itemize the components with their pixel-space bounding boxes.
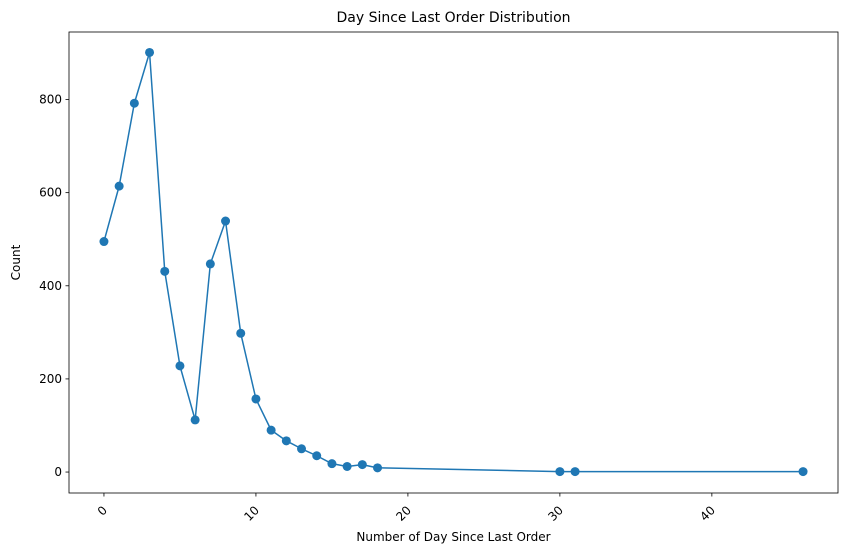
y-tick-label: 400 [39,279,62,293]
data-point [190,415,200,425]
data-point [570,467,580,477]
data-point [129,98,139,108]
data-point [312,451,322,461]
data-point [555,467,565,477]
axes-frame [68,31,839,494]
y-tick-label: 600 [39,186,62,200]
data-point [373,463,383,473]
data-point [221,216,231,226]
x-axis-label: Number of Day Since Last Order [356,530,550,544]
data-point [327,459,337,469]
data-point [342,461,352,471]
data-point [236,328,246,338]
series-layer [99,47,808,477]
data-point [798,467,808,477]
data-point [145,47,155,57]
series-line [103,51,804,473]
y-axis-label: Count [9,244,23,280]
y-axis: 0 200 400 600 800 [39,93,69,479]
data-point [160,266,170,276]
y-tick-label: 0 [54,465,62,479]
axes-spines [68,31,839,494]
data-point [99,237,109,247]
chart-title: Day Since Last Order Distribution [336,10,570,26]
plot-area [69,32,838,493]
x-axis: 0 10 20 30 40 [95,493,718,524]
y-tick-label: 200 [39,372,62,386]
data-point [281,436,291,446]
data-point [205,259,215,269]
data-point [175,361,185,371]
data-point [297,444,307,454]
y-tick-label: 800 [39,93,62,107]
data-point [251,394,261,404]
data-point [266,425,276,435]
data-point [357,460,367,470]
data-point [114,181,124,191]
